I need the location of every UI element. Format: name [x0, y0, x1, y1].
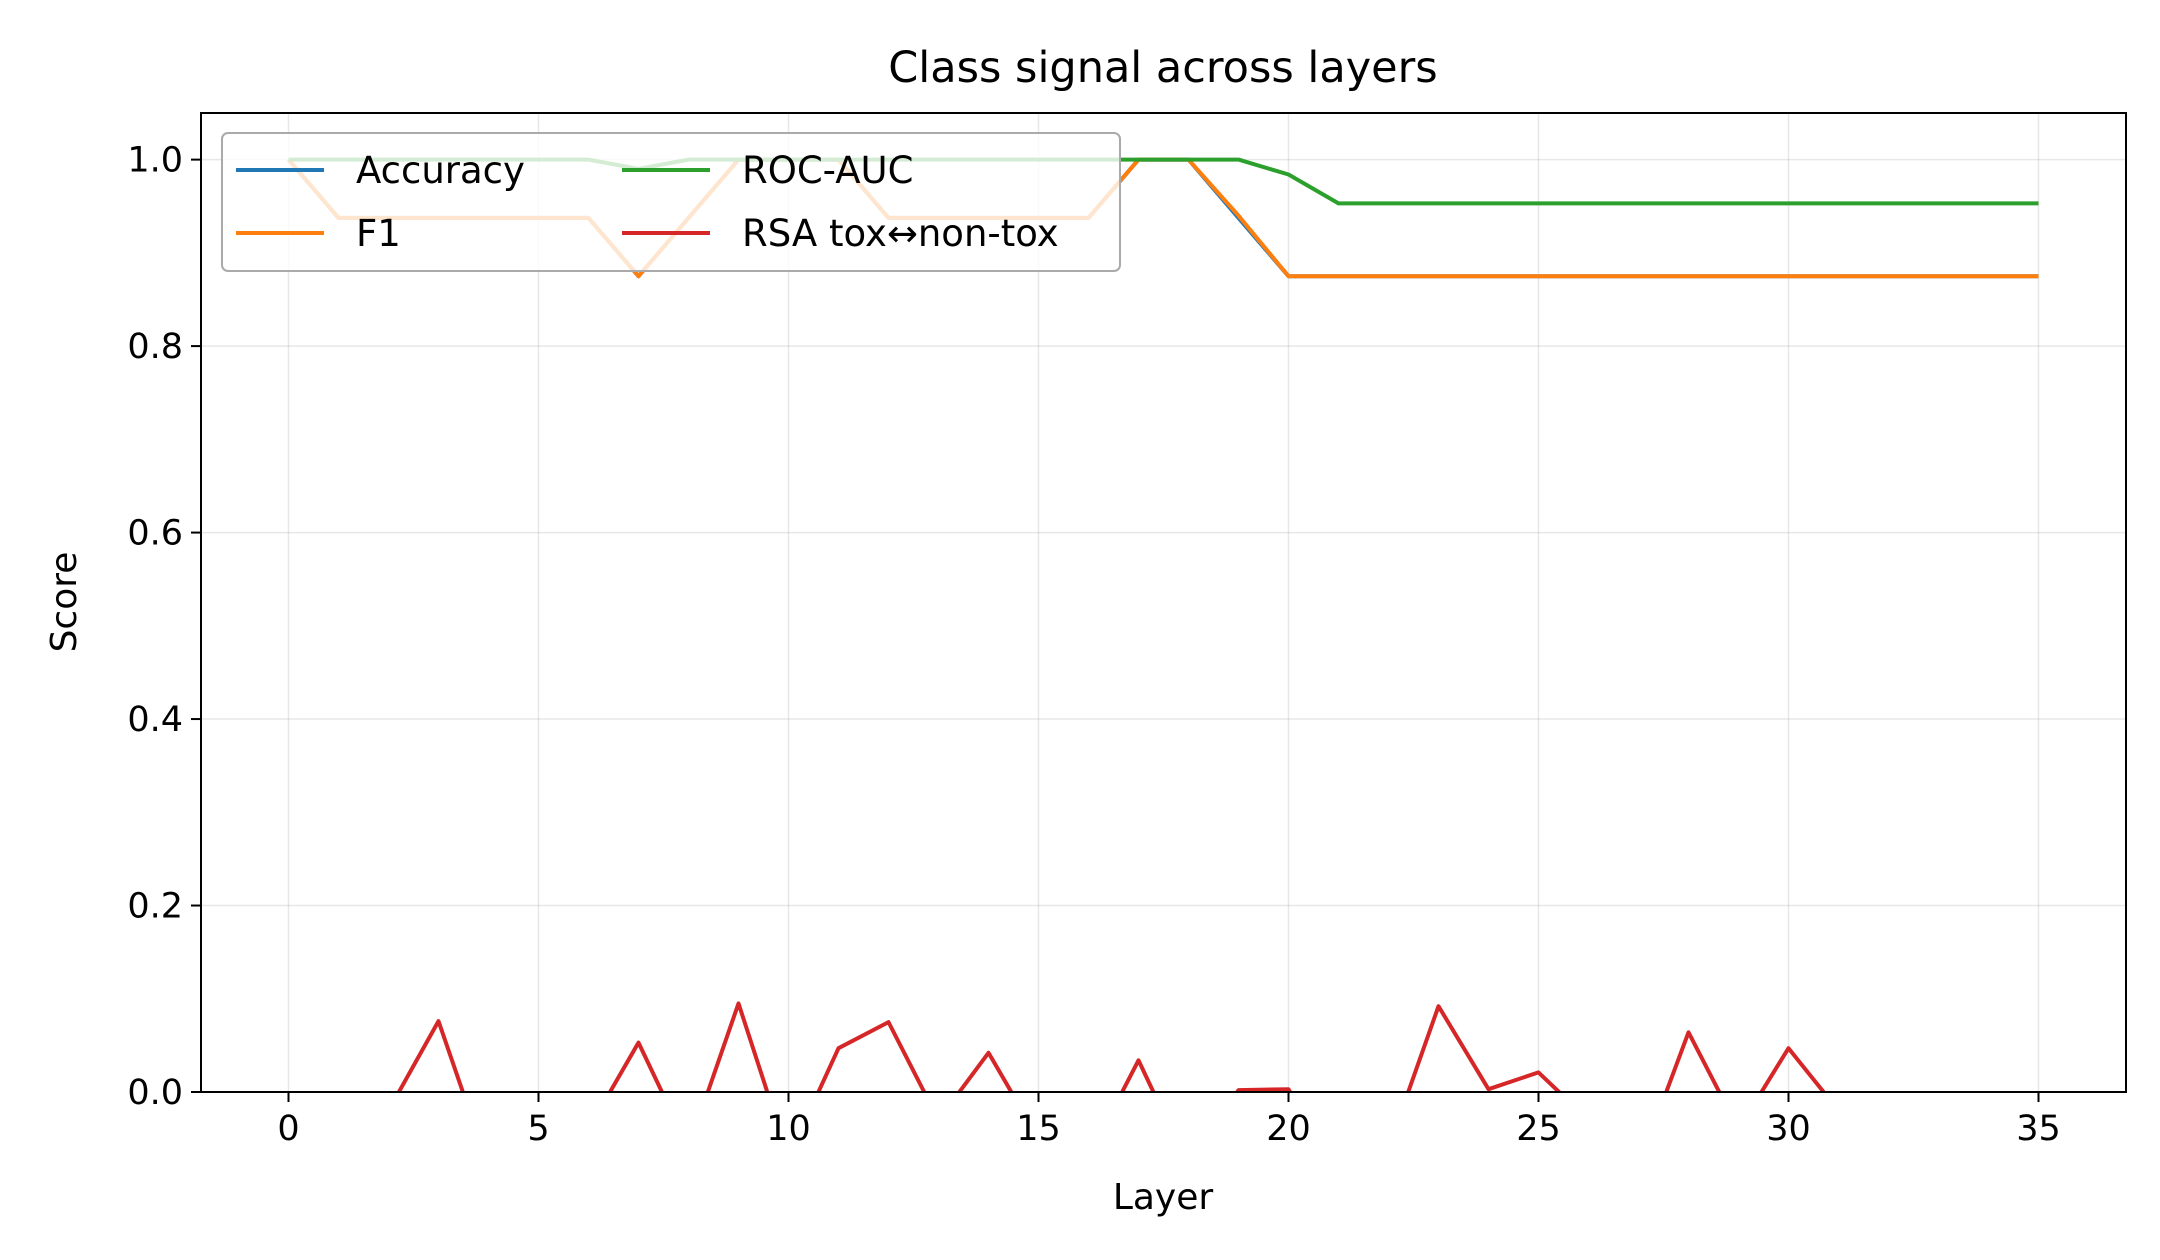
y-tick-label: 0.2 [127, 887, 183, 927]
y-tick-label: 0.0 [127, 1073, 183, 1113]
plot-frame [200, 112, 2127, 1093]
y-axis-label: Score [44, 552, 85, 653]
legend-label-2: ROC-AUC [742, 149, 913, 192]
y-tick-label: 0.8 [127, 327, 183, 367]
x-tick-label: 10 [766, 1109, 811, 1149]
x-tick-label: 30 [1766, 1109, 1811, 1149]
legend-box [221, 132, 1121, 272]
legend: Accuracy F1 ROC-AUC RSA tox↔non-tox [221, 132, 1121, 272]
legend-label-0: Accuracy [356, 149, 525, 192]
x-tick-label: 35 [2016, 1109, 2061, 1149]
chart-title: Class signal across layers [888, 43, 1437, 93]
x-tick-label: 25 [1516, 1109, 1561, 1149]
x-axis-label: Layer [1113, 1177, 1214, 1218]
y-tick-label: 1.0 [127, 141, 183, 181]
x-tick-label: 0 [277, 1109, 299, 1149]
x-tick-label: 5 [527, 1109, 549, 1149]
y-tick-label: 0.4 [127, 700, 183, 740]
legend-label-1: F1 [356, 212, 401, 255]
x-tick-label: 20 [1266, 1109, 1311, 1149]
y-tick-label: 0.6 [127, 514, 183, 554]
legend-label-3: RSA tox↔non-tox [742, 212, 1059, 255]
x-tick-label: 15 [1016, 1109, 1061, 1149]
axis-ticks: 0 5 10 15 20 25 30 35 0.0 0.2 0.4 0.6 0.8 1.0 [127, 141, 2060, 1149]
